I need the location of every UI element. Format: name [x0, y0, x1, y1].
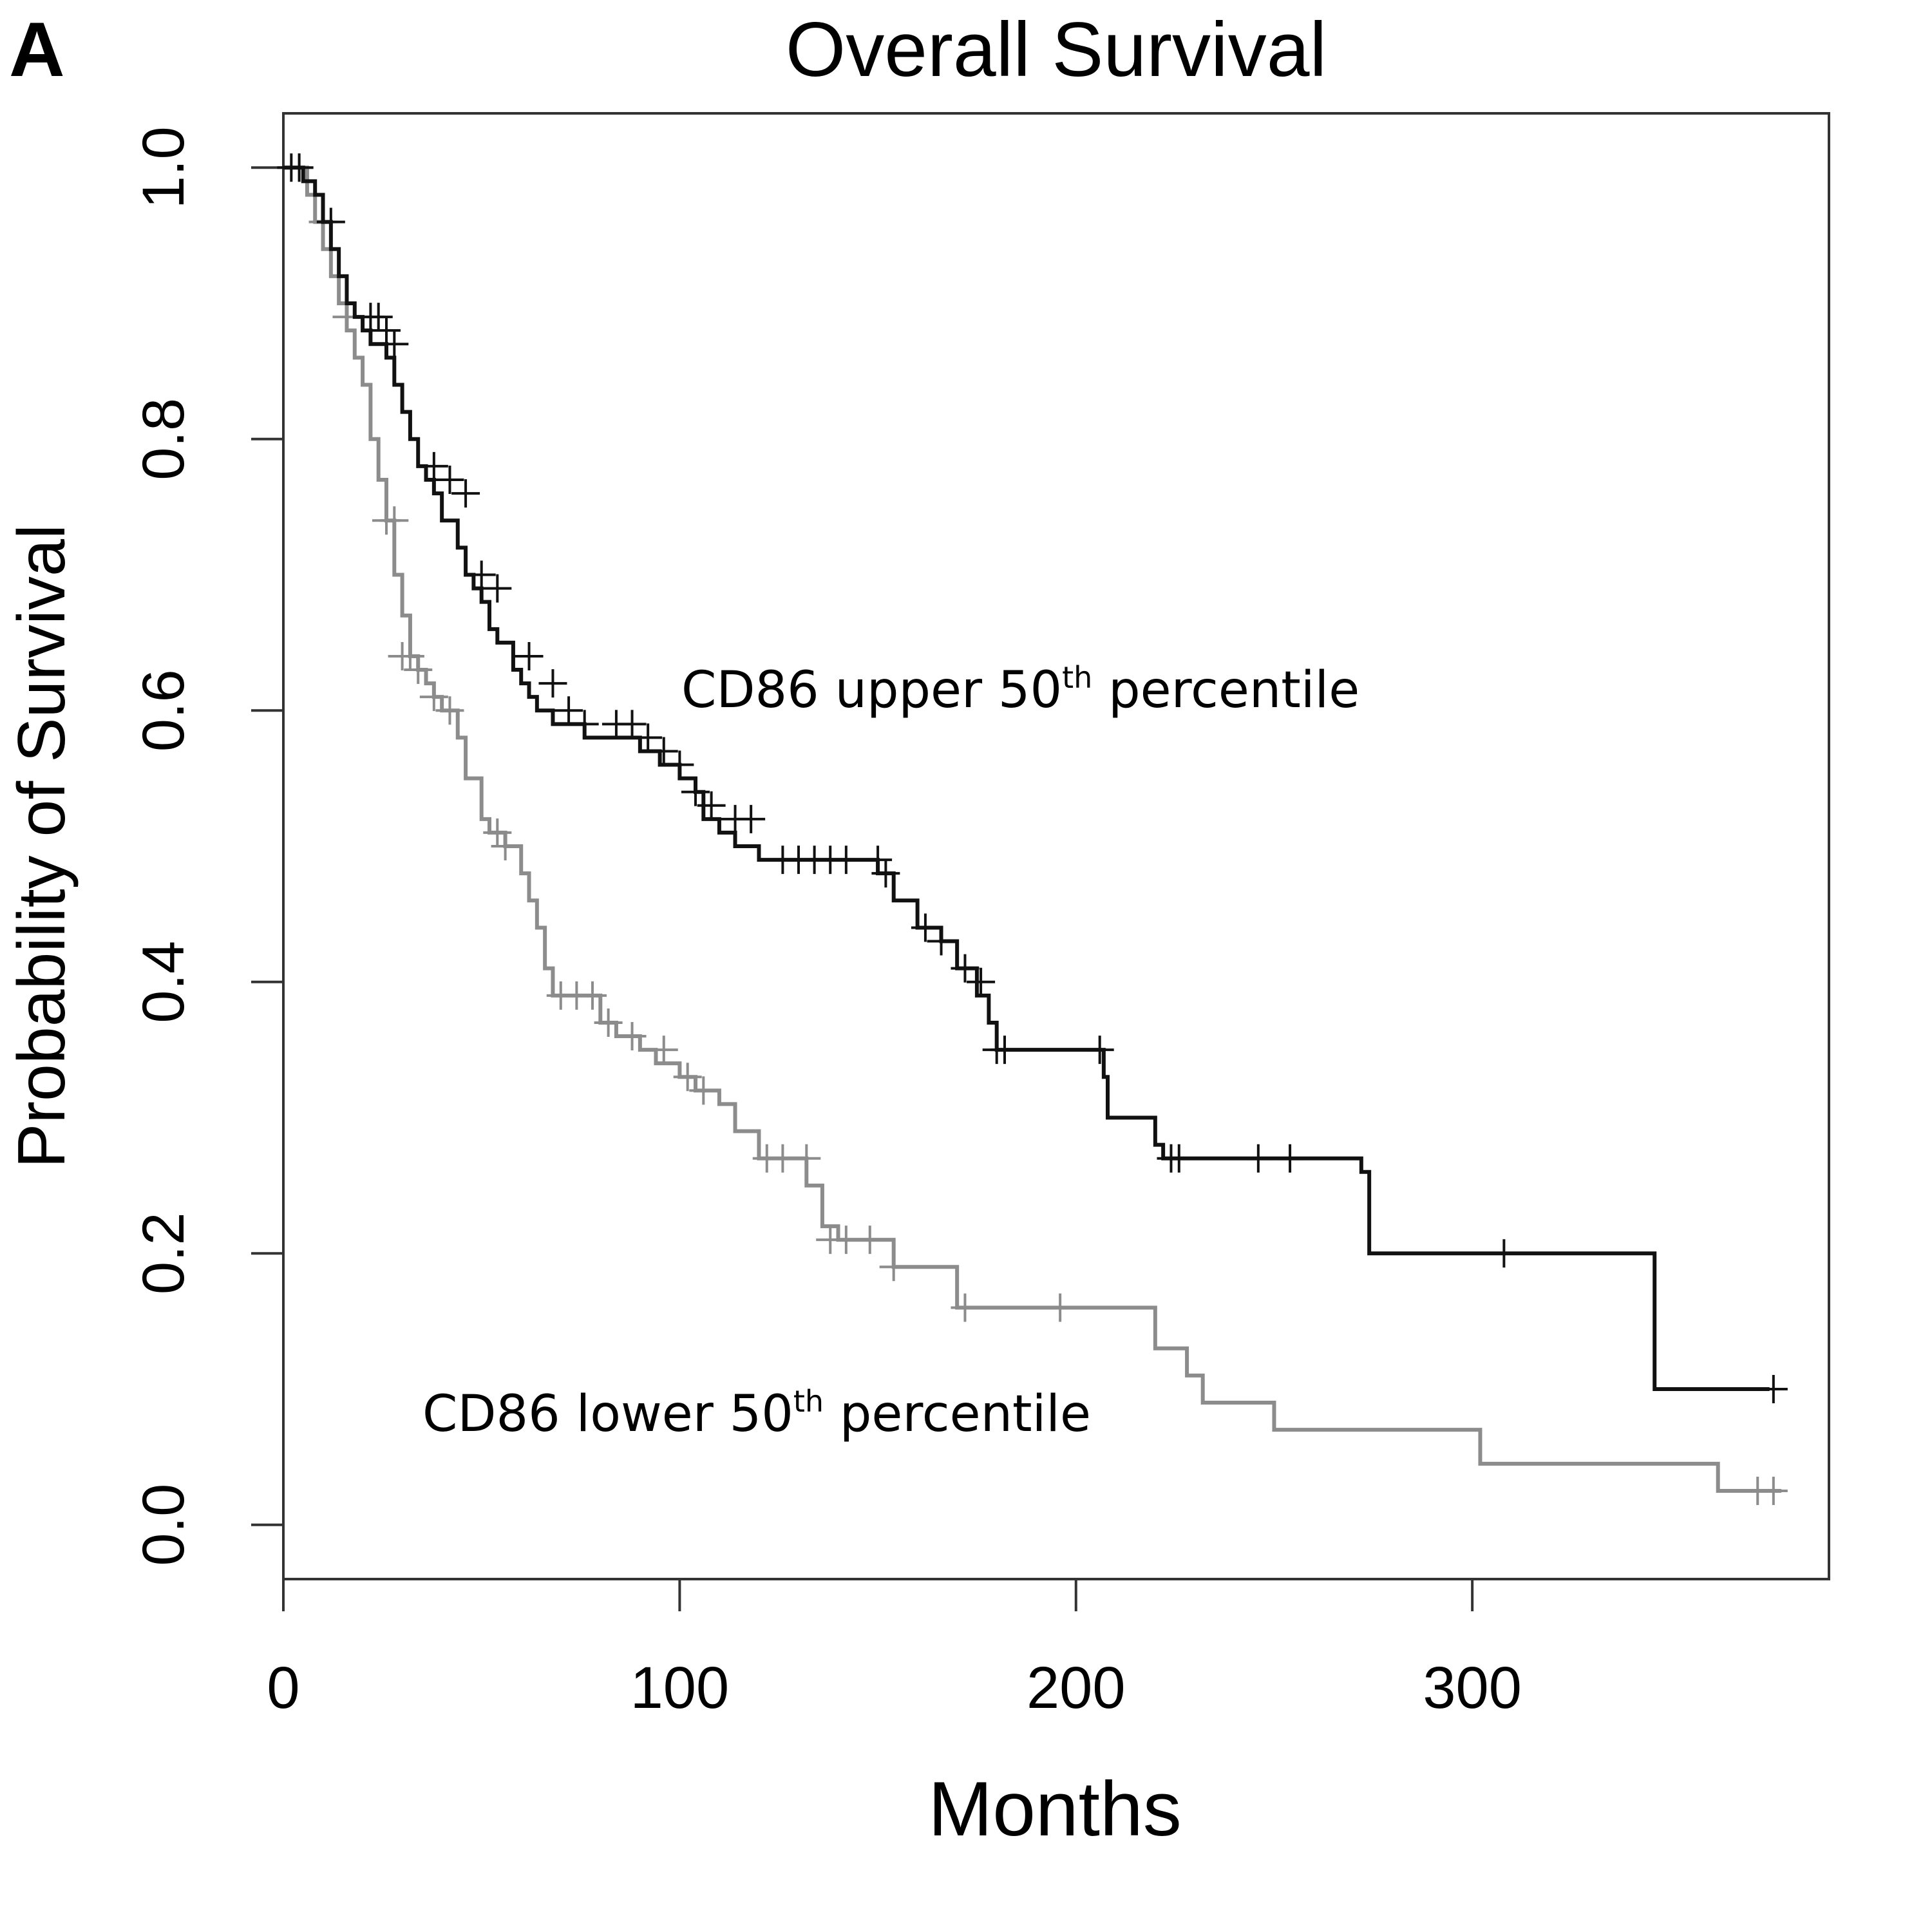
censor-mark-upper: [1244, 1144, 1273, 1173]
censor-mark-upper: [1276, 1144, 1305, 1173]
series-label-lower: CD86 lower 50th percentile: [422, 1384, 1091, 1443]
censor-mark-upper: [483, 574, 512, 603]
censor-mark-upper: [1085, 1036, 1114, 1065]
x-tick-label: 0: [267, 1655, 299, 1721]
censor-mark-upper: [316, 207, 345, 236]
censor-mark-upper: [285, 153, 314, 182]
censor-mark-upper: [538, 669, 567, 698]
censor-mark-lower: [483, 818, 512, 847]
x-axis-label: Months: [928, 1766, 1182, 1852]
survival-curve-upper: [283, 166, 1770, 1391]
y-tick-label: 0.8: [131, 398, 196, 480]
y-axis-label: Probability of Survival: [5, 524, 79, 1168]
series-label-upper-tail: percentile: [1092, 661, 1359, 719]
censor-mark-upper: [831, 846, 860, 875]
censor-mark-upper: [618, 710, 647, 739]
censor-mark-lower: [380, 506, 409, 535]
censor-mark-upper: [990, 1036, 1019, 1065]
x-tick-label: 100: [630, 1655, 730, 1721]
censor-mark-lower: [395, 641, 424, 670]
censor-mark-upper: [380, 330, 409, 359]
censor-mark-lower: [419, 683, 448, 712]
series-label-upper-sup: th: [1062, 660, 1092, 695]
censor-mark-upper: [967, 967, 996, 996]
censor-mark-lower: [855, 1226, 884, 1255]
axes: 0 100 200 300 0.0 0.2 0.4 0.6 0.8 1.0: [131, 126, 1522, 1721]
censor-mark-upper: [451, 479, 480, 508]
censor-mark-upper: [737, 804, 766, 833]
panel-label: A: [9, 6, 65, 93]
series-label-lower-tail: percentile: [824, 1385, 1091, 1443]
censor-mark-upper: [467, 560, 496, 589]
censor-mark-upper: [864, 846, 893, 875]
censor-mark-lower: [792, 1144, 821, 1173]
censor-mark-lower: [689, 1076, 718, 1105]
censor-mark-lower: [578, 981, 607, 1010]
y-tick-label: 0.4: [131, 941, 196, 1023]
censor-mark-lower: [491, 832, 520, 860]
censor-mark-upper: [665, 750, 694, 779]
censor-mark-lower: [951, 1293, 980, 1322]
plot-frame: [282, 112, 1830, 1580]
y-tick-label: 0.0: [131, 1484, 196, 1566]
censor-mark-upper: [911, 913, 940, 942]
y-tick-label: 1.0: [131, 126, 196, 209]
censor-mark-upper: [372, 316, 401, 345]
censor-mark-upper: [554, 696, 583, 725]
series-label-lower-main: CD86 lower 50: [422, 1385, 793, 1443]
censor-mark-upper: [515, 641, 544, 670]
censor-mark-upper: [364, 303, 393, 332]
censor-mark-upper: [570, 710, 599, 739]
censor-mark-lower: [768, 1144, 797, 1173]
censor-mark-lower: [831, 1226, 860, 1255]
censor-mark-upper: [634, 723, 663, 752]
x-tick-label: 300: [1423, 1655, 1522, 1721]
censor-mark-lower: [435, 696, 464, 725]
censor-mark-lower: [1046, 1293, 1075, 1322]
series-layer: [277, 153, 1788, 1506]
series-label-lower-sup: th: [793, 1384, 824, 1419]
censor-mark-upper: [649, 737, 678, 766]
censor-mark-lower: [594, 1008, 623, 1037]
censor-mark-upper: [1490, 1239, 1519, 1268]
censor-mark-upper: [871, 859, 900, 888]
censor-mark-lower: [673, 1063, 702, 1092]
series-label-upper: CD86 upper 50th percentile: [681, 660, 1359, 719]
series-label-upper-main: CD86 upper 50: [681, 661, 1062, 719]
censor-mark-lower: [404, 656, 433, 685]
censor-mark-lower: [879, 1253, 908, 1282]
censor-mark-lower: [618, 1022, 647, 1051]
censor-mark-upper: [419, 451, 448, 480]
censor-mark-upper: [1759, 1374, 1788, 1403]
censor-mark-lower: [649, 1036, 678, 1065]
chart-title: Overall Survival: [786, 6, 1327, 93]
censor-mark-upper: [951, 954, 980, 983]
censor-mark-upper: [697, 791, 726, 820]
censor-mark-upper: [435, 466, 464, 494]
censor-mark-upper: [1164, 1144, 1193, 1173]
censor-mark-upper: [681, 777, 710, 806]
y-tick-label: 0.2: [131, 1212, 196, 1294]
y-tick-label: 0.6: [131, 669, 196, 752]
censor-mark-upper: [927, 927, 956, 956]
censor-mark-lower: [1759, 1477, 1788, 1506]
x-tick-label: 200: [1027, 1655, 1126, 1721]
